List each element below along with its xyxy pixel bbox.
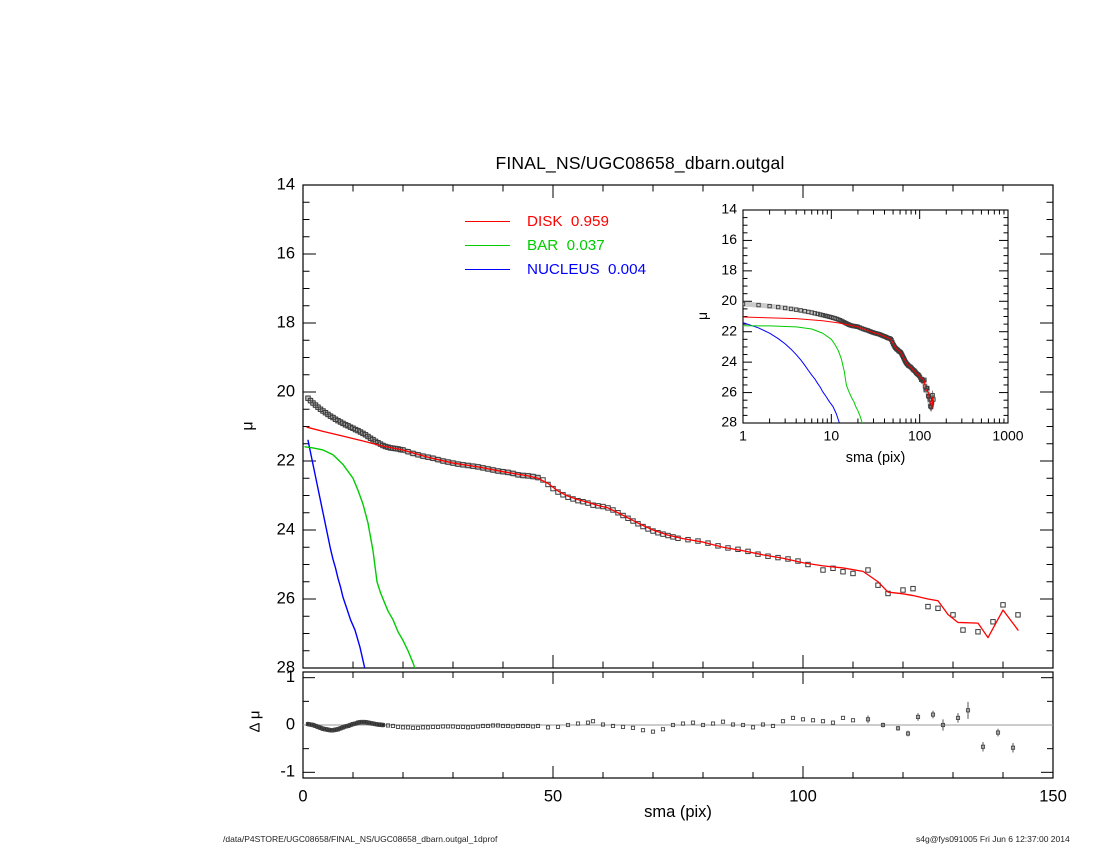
- main-y-axis-label: μ: [239, 421, 257, 431]
- inset-nucleus-line: [743, 322, 840, 423]
- legend-line-nucleus: [465, 268, 510, 270]
- legend-label-disk: DISK 0.959: [527, 212, 609, 230]
- legend-label-bar: BAR 0.037: [527, 236, 605, 254]
- main-x-axis-label: sma (pix): [644, 803, 712, 821]
- residual-ytick-label: -1: [280, 763, 295, 781]
- residual-ytick-label: 1: [286, 668, 295, 686]
- inset-xtick-label: 100: [908, 428, 932, 444]
- figure-title: FINAL_NS/UGC08658_dbarn.outgal: [495, 153, 785, 173]
- main-ytick-label: 18: [277, 313, 295, 331]
- legend: DISK 0.959 BAR 0.037 NUCLEUS 0.004: [465, 209, 646, 281]
- legend-item-disk: DISK 0.959: [465, 209, 646, 233]
- residual-xtick-label: 50: [544, 787, 562, 805]
- residual-points: [305, 708, 1016, 750]
- inset-ytick-label: 24: [721, 353, 737, 369]
- inset-bar-line: [743, 325, 863, 423]
- residual-ytick-label: 0: [286, 715, 295, 733]
- inset-tick-labels: 14 16 18 20 22 24 26 281 10 100 1000: [721, 201, 1023, 444]
- main-ytick-labels: 14 16 18 20 22 24 26 28: [277, 175, 295, 676]
- residual-plot: 10-10 50 100 150: [280, 668, 1066, 805]
- nucleus-model-line: [307, 439, 366, 668]
- legend-item-bar: BAR 0.037: [465, 233, 646, 257]
- inset-ytick-label: 18: [721, 262, 737, 278]
- inset-disk-line: [743, 316, 934, 411]
- main-ytick-label: 26: [277, 589, 295, 607]
- residual-y-axis-label: Δ μ: [246, 710, 264, 733]
- main-ytick-label: 16: [277, 244, 295, 262]
- main-ytick-label: 22: [277, 451, 295, 469]
- legend-line-bar: [465, 244, 510, 246]
- residual-data: [303, 701, 1053, 753]
- inset-ytick-label: 28: [721, 414, 737, 430]
- main-plot: 14 16 18 20 22 24 26 28: [277, 175, 1054, 676]
- main-axis-ticks: [302, 184, 1054, 669]
- inset-y-axis-label: μ: [694, 311, 711, 321]
- main-ytick-label: 20: [277, 382, 295, 400]
- legend-label-nucleus: NUCLEUS 0.004: [527, 260, 647, 278]
- main-data: [304, 395, 1021, 668]
- main-ytick-label: 24: [277, 520, 295, 538]
- inset-xtick-label: 1000: [992, 428, 1023, 444]
- footer-file-path: /data/P4STORE/UGC08658/FINAL_NS/UGC08658…: [223, 834, 498, 844]
- inset-ytick-label: 20: [721, 292, 737, 308]
- residual-error-bars: [867, 701, 1014, 753]
- residual-xtick-label: 100: [789, 787, 817, 805]
- residual-xtick-label: 0: [298, 787, 307, 805]
- inset-data: [743, 301, 936, 423]
- legend-item-nucleus: NUCLEUS 0.004: [465, 257, 646, 281]
- inset-xtick-label: 1: [739, 428, 747, 444]
- inset-ytick-label: 14: [721, 201, 737, 217]
- disk-model-line: [306, 426, 1019, 639]
- inset-ytick-label: 16: [721, 231, 737, 247]
- main-ytick-label: 28: [277, 658, 295, 676]
- inset-ytick-label: 22: [721, 322, 737, 338]
- main-ytick-label: 14: [277, 175, 295, 193]
- observed-halo: [305, 395, 541, 481]
- inset-plot: 14 16 18 20 22 24 26 281 10 100 1000: [721, 201, 1023, 444]
- residual-xtick-label: 150: [1039, 787, 1067, 805]
- inset-ytick-label: 26: [721, 383, 737, 399]
- residual-tick-labels: 10-10 50 100 150: [280, 668, 1066, 805]
- legend-line-disk: [465, 220, 510, 222]
- inset-axis-ticks: [742, 209, 1009, 424]
- bar-model-line: [304, 446, 416, 668]
- footer-user-timestamp: s4g@fys091005 Fri Jun 6 12:37:00 2014: [916, 834, 1070, 844]
- inset-xtick-label: 10: [824, 428, 840, 444]
- inset-x-axis-label: sma (pix): [845, 450, 906, 466]
